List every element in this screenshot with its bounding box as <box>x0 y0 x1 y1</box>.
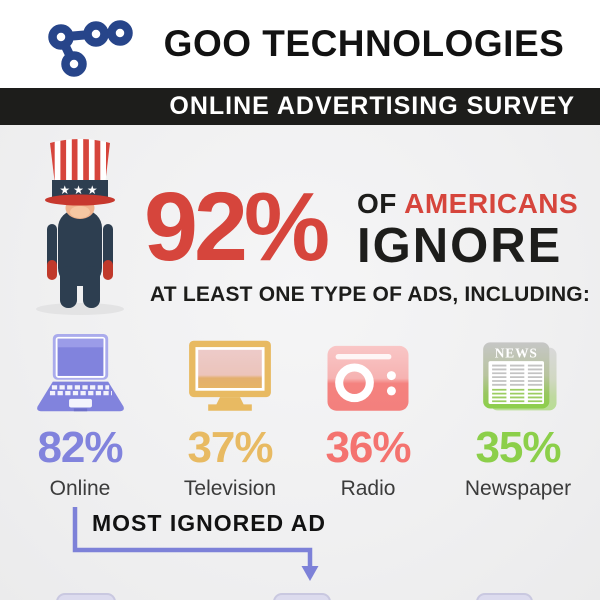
stat-label: Television <box>183 477 277 500</box>
bottom-card-stub <box>476 593 533 600</box>
stat-value: 82% <box>37 423 123 472</box>
headline-line1: OF AMERICANS <box>357 188 578 220</box>
arrow-connector-icon <box>72 507 319 581</box>
survey-banner: ONLINE ADVERTISING SURVEY <box>0 88 600 125</box>
stat-label: Online <box>49 477 111 500</box>
company-title: GOO TECHNOLOGIES <box>163 23 565 64</box>
newspaper-icon: NEWS <box>476 332 561 420</box>
stat-television: 37% Television <box>160 332 300 501</box>
bottom-card-stub <box>273 593 331 600</box>
headline-text: OF AMERICANS IGNORE <box>357 188 578 271</box>
stat-online: 82% Online <box>0 332 160 501</box>
content-area: ★★★ 92% OF AMERICANS IGNORE AT LEAST ONE… <box>0 125 600 600</box>
svg-text:★★★: ★★★ <box>59 183 100 197</box>
bottom-card-stub <box>56 593 116 600</box>
laptop-icon <box>28 332 133 420</box>
americans-text: AMERICANS <box>404 188 579 219</box>
uncle-sam-character: ★★★ <box>36 139 124 315</box>
stat-radio: 36% Radio <box>300 332 436 501</box>
of-text: OF <box>357 188 405 219</box>
news-masthead: NEWS <box>494 346 537 361</box>
tv-icon <box>180 332 280 420</box>
stat-value: 35% <box>475 423 561 472</box>
stat-label: Newspaper <box>464 477 572 500</box>
goo-logo-icon <box>48 20 133 77</box>
stat-value: 36% <box>325 423 411 472</box>
banner-text: ONLINE ADVERTISING SURVEY <box>169 92 575 120</box>
ad-type-stats-row: 82% Online <box>0 332 600 501</box>
most-ignored-ad-title: MOST IGNORED AD <box>92 510 326 536</box>
headline-percentage: 92% <box>144 172 330 281</box>
stat-value: 37% <box>187 423 273 472</box>
stat-label: Radio <box>340 477 396 500</box>
radio-icon <box>323 332 413 420</box>
header: GOO TECHNOLOGIES <box>0 0 600 88</box>
stat-newspaper: NEWS 35% Newspaper <box>436 332 600 501</box>
ignore-text: IGNORE <box>357 219 563 273</box>
headline-subtitle: AT LEAST ONE TYPE OF ADS, INCLUDING: <box>150 283 591 306</box>
